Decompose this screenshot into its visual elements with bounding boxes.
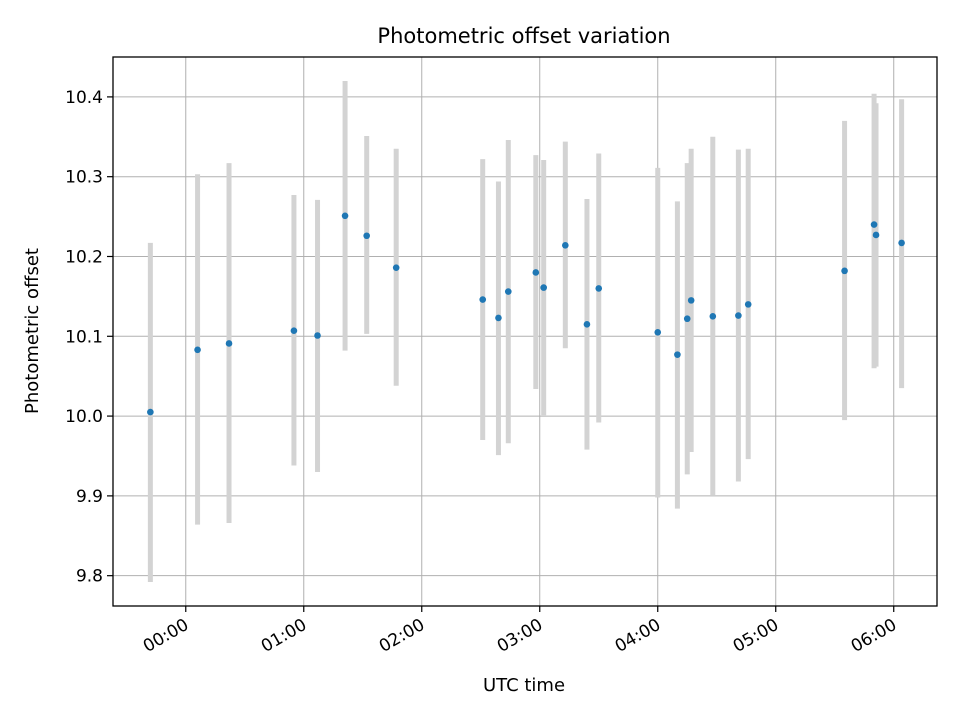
x-axis-label: UTC time xyxy=(483,675,565,696)
y-axis-label: Photometric offset xyxy=(22,248,43,414)
data-point xyxy=(744,301,752,308)
data-point xyxy=(532,269,540,276)
data-point xyxy=(147,408,154,416)
error-bars xyxy=(147,80,905,583)
data-point xyxy=(504,288,512,295)
x-tick-label: 06:00 xyxy=(848,615,900,657)
data-point xyxy=(290,327,298,335)
data-point xyxy=(392,264,400,271)
data-point xyxy=(735,312,742,319)
data-point xyxy=(479,296,487,303)
data-point xyxy=(595,285,603,292)
x-tick-label: 02:00 xyxy=(376,615,428,657)
data-points xyxy=(147,212,905,416)
grid-lines xyxy=(113,57,937,606)
chart-title: Photometric offset variation xyxy=(377,24,670,48)
x-tick-label: 01:00 xyxy=(258,615,310,657)
y-tick-label: 10.0 xyxy=(65,407,103,427)
data-point xyxy=(709,313,717,320)
data-point xyxy=(314,332,321,339)
data-point xyxy=(841,267,848,275)
data-point xyxy=(540,284,547,291)
data-point xyxy=(341,212,349,220)
data-point xyxy=(898,239,905,247)
y-tick-label: 10.2 xyxy=(65,247,103,267)
y-tick-label: 10.1 xyxy=(65,327,103,347)
data-point xyxy=(495,314,502,322)
data-point xyxy=(194,346,201,354)
plot-area-frame xyxy=(112,56,938,607)
data-point xyxy=(654,328,662,336)
x-tick-label: 05:00 xyxy=(730,615,782,657)
y-tick-label: 10.4 xyxy=(65,88,103,108)
y-tick-label: 9.9 xyxy=(76,487,103,507)
x-tick-label: 03:00 xyxy=(494,615,546,657)
data-point xyxy=(872,231,880,239)
x-tick-label: 04:00 xyxy=(612,615,664,657)
data-point xyxy=(583,321,591,328)
x-tick-label: 00:00 xyxy=(140,615,192,657)
data-point xyxy=(363,232,370,240)
data-point xyxy=(683,315,691,323)
data-point xyxy=(225,340,233,347)
data-point xyxy=(562,242,569,249)
data-point xyxy=(687,297,695,304)
data-point xyxy=(870,221,878,228)
y-tick-label: 10.3 xyxy=(65,168,103,188)
data-point xyxy=(674,351,681,358)
y-tick-label: 9.8 xyxy=(76,567,103,587)
